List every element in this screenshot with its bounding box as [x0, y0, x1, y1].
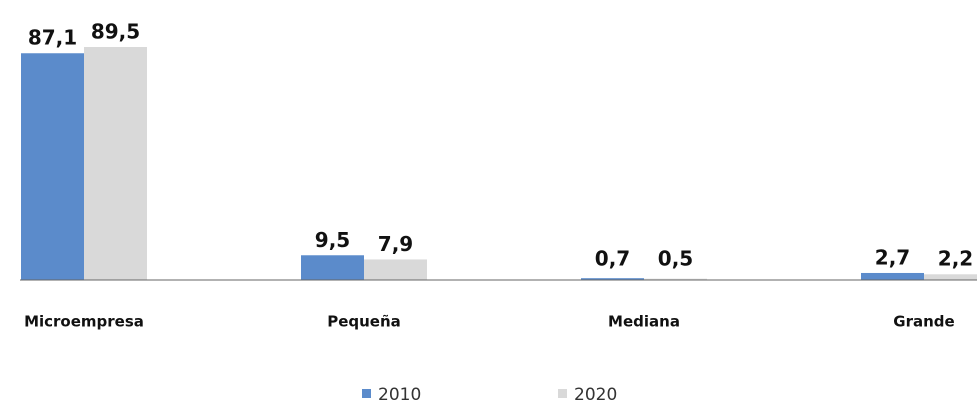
value-label: 7,9 [378, 232, 413, 256]
bar [364, 259, 427, 280]
bar [84, 47, 147, 280]
bar [21, 53, 84, 280]
bar [861, 272, 924, 280]
legend-swatch [558, 389, 567, 398]
value-label: 89,5 [91, 20, 140, 44]
x-tick-label: Microempresa [24, 313, 144, 331]
x-tick-label: Pequeña [327, 313, 401, 331]
value-label: 2,2 [938, 247, 973, 271]
legend-label: 2020 [574, 385, 617, 403]
legend-label: 2010 [378, 385, 421, 403]
value-label: 9,5 [315, 228, 350, 252]
value-label: 2,7 [875, 245, 910, 269]
bar [644, 278, 707, 280]
value-label: 87,1 [28, 26, 77, 50]
legend-swatch [362, 389, 371, 398]
bar [924, 274, 977, 280]
value-label: 0,5 [658, 247, 693, 271]
x-tick-label: Grande [893, 313, 954, 331]
x-tick-label: Mediana [608, 313, 680, 331]
bar [301, 255, 364, 280]
value-label: 0,7 [595, 247, 630, 271]
bar [581, 278, 644, 280]
